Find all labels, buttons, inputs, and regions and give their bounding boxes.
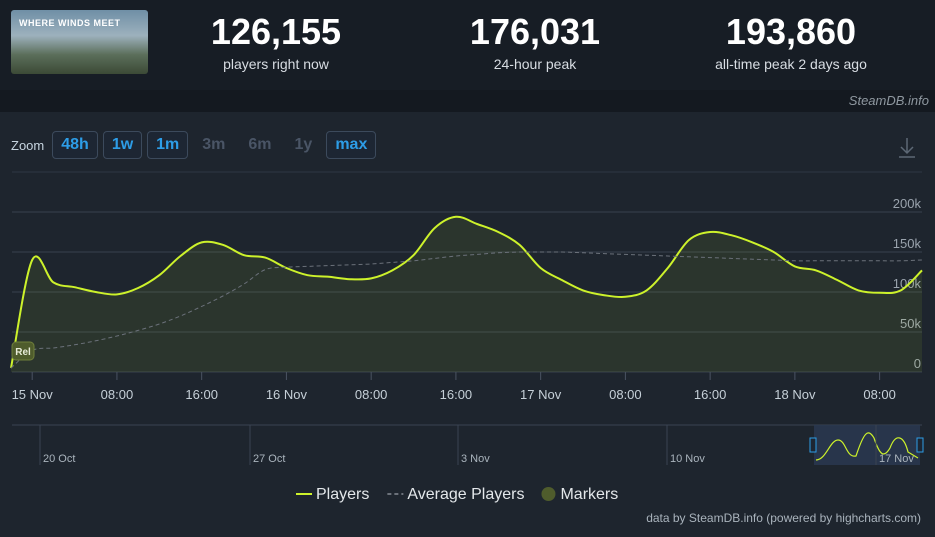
- legend-label: Players: [316, 486, 369, 503]
- x-tick-label: 17 Nov: [520, 387, 562, 402]
- x-tick-label: 16:00: [440, 387, 473, 402]
- y-tick-label: 150k: [893, 236, 922, 251]
- x-tick-label: 16:00: [185, 387, 218, 402]
- stat-value: 193,860: [725, 11, 857, 52]
- zoom-button: 6m: [248, 136, 272, 153]
- legend-label: Average Players: [407, 486, 524, 503]
- zoom-button[interactable]: max: [326, 131, 377, 159]
- x-tick-label: 18 Nov: [774, 387, 816, 402]
- y-tick-label: 0: [914, 356, 921, 371]
- zoom-button[interactable]: 1w: [102, 131, 143, 159]
- stat-label: all-time peak 2 days ago: [715, 56, 867, 72]
- download-icon[interactable]: [899, 138, 915, 158]
- marker: [11, 341, 35, 361]
- x-tick-label: 08:00: [101, 387, 134, 402]
- legend-swatch: [541, 487, 556, 501]
- strip: [0, 90, 935, 112]
- zoom-button: 1y: [294, 136, 313, 153]
- zoom-button[interactable]: 1m: [147, 131, 189, 159]
- stat-value: 126,155: [210, 11, 342, 52]
- x-tick-label: 08:00: [863, 387, 896, 402]
- credit: data by SteamDB.info (powered by highcha…: [646, 511, 921, 525]
- area: [11, 216, 922, 372]
- navigator-handle[interactable]: [809, 437, 817, 453]
- legend-label: Markers: [560, 486, 618, 503]
- stat-value: 176,031: [469, 11, 601, 52]
- navigator-label: 10 Nov: [670, 453, 705, 465]
- y-tick-label: 200k: [893, 196, 922, 211]
- watermark: SteamDB.info: [848, 93, 929, 108]
- y-tick-label: 50k: [900, 316, 921, 331]
- navigator: [12, 425, 922, 465]
- navigator-handle[interactable]: [916, 437, 924, 453]
- header: WHERE WINDS MEET 126,155 players right no…: [0, 0, 935, 90]
- navigator-label: 3 Nov: [461, 453, 490, 465]
- navigator-label: 20 Oct: [43, 453, 75, 465]
- x-tick-label: 16:00: [694, 387, 727, 402]
- x-tick-label: 08:00: [609, 387, 642, 402]
- game-logo: WHERE WINDS MEET: [19, 18, 121, 28]
- stat-label: players right now: [223, 56, 329, 72]
- zoom-bar: Zoom 48h 1w 1m 3m 6m 1y max: [11, 131, 377, 159]
- game-thumbnail: WHERE WINDS MEET: [11, 10, 148, 74]
- series-line: [10, 215, 923, 369]
- navigator-label: 27 Oct: [253, 453, 285, 465]
- stat-label: 24-hour peak: [493, 56, 577, 72]
- stat: 193,860 all-time peak 2 days ago: [681, 11, 901, 73]
- x-tick-label: 15 Nov: [12, 387, 54, 402]
- zoom-button[interactable]: 48h: [52, 131, 98, 159]
- zoom-label: Zoom: [11, 137, 45, 153]
- marker-label: Rel: [15, 347, 31, 358]
- zoom-button: 3m: [202, 136, 226, 153]
- stat: 126,155 players right now: [166, 11, 386, 73]
- series-line: [10, 251, 923, 369]
- navigator-series: [815, 432, 919, 461]
- stat: 176,031 24-hour peak: [425, 11, 645, 73]
- x-tick-label: 08:00: [355, 387, 388, 402]
- navigator-label: 17 Nov: [879, 453, 914, 465]
- x-tick-label: 16 Nov: [266, 387, 308, 402]
